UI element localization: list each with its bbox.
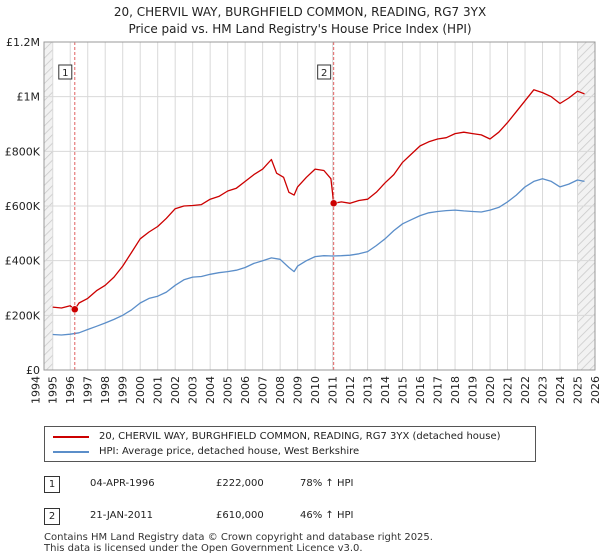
footer-line-1: Contains HM Land Registry data © Crown c… bbox=[44, 532, 433, 543]
x-tick-label: 2007 bbox=[257, 376, 270, 404]
sale-hpi-change: 78% ↑ HPI bbox=[300, 478, 354, 489]
sale-date: 04-APR-1996 bbox=[90, 478, 155, 489]
x-tick-label: 2005 bbox=[222, 376, 235, 404]
x-tick-label: 2011 bbox=[327, 376, 340, 404]
sale-price: £610,000 bbox=[216, 510, 264, 521]
legend-label-property: 20, CHERVIL WAY, BURGHFIELD COMMON, READ… bbox=[99, 431, 501, 442]
x-tick-label: 2004 bbox=[204, 376, 217, 404]
plot-border bbox=[43, 41, 596, 371]
hpi-line bbox=[52, 178, 585, 336]
x-tick-label: 2010 bbox=[309, 376, 322, 404]
x-tick-label: 2025 bbox=[572, 376, 585, 404]
x-tick-label: 2026 bbox=[589, 376, 600, 404]
x-tick-label: 2001 bbox=[152, 376, 165, 404]
series bbox=[52, 89, 585, 336]
title-line-2: Price paid vs. HM Land Registry's House … bbox=[128, 22, 472, 36]
x-tick-label: 1999 bbox=[117, 376, 130, 404]
legend-item-property: 20, CHERVIL WAY, BURGHFIELD COMMON, READ… bbox=[53, 430, 501, 444]
sale-point bbox=[71, 305, 79, 314]
chart-title: 20, CHERVIL WAY, BURGHFIELD COMMON, READ… bbox=[0, 4, 600, 38]
y-tick-label: £1M bbox=[17, 91, 41, 104]
x-tick-label: 2022 bbox=[519, 376, 532, 404]
x-tick-label: 1997 bbox=[82, 376, 95, 404]
title-line-1: 20, CHERVIL WAY, BURGHFIELD COMMON, READ… bbox=[113, 5, 487, 19]
sale-marker-box bbox=[317, 64, 332, 80]
x-tick-label: 2008 bbox=[274, 376, 287, 404]
y-tick-label: £0 bbox=[26, 364, 40, 377]
legend-line-hpi bbox=[53, 451, 89, 453]
sale-number: 1 bbox=[44, 476, 60, 493]
x-tick-label: 2000 bbox=[134, 376, 147, 404]
x-tick-label: 1996 bbox=[64, 376, 77, 404]
y-tick-label: £400K bbox=[5, 255, 41, 268]
x-tick-label: 2006 bbox=[239, 376, 252, 404]
x-tick-label: 1994 bbox=[29, 376, 42, 404]
sale-row: 1 04-APR-1996 £222,000 78% ↑ HPI bbox=[44, 474, 564, 496]
y-tick-label: £600K bbox=[5, 200, 41, 213]
x-tick-label: 2024 bbox=[554, 376, 567, 404]
legend-line-property bbox=[53, 436, 89, 438]
sale-number: 2 bbox=[44, 508, 60, 525]
x-tick-label: 2013 bbox=[362, 376, 375, 404]
x-tick-label: 2012 bbox=[344, 376, 357, 404]
x-tick-label: 2023 bbox=[537, 376, 550, 404]
x-tick-label: 2021 bbox=[502, 376, 515, 404]
legend: 20, CHERVIL WAY, BURGHFIELD COMMON, READ… bbox=[44, 426, 536, 462]
x-tick-label: 2002 bbox=[169, 376, 182, 404]
sale-point bbox=[329, 199, 338, 208]
sale-date: 21-JAN-2011 bbox=[90, 510, 154, 521]
x-tick-label: 2016 bbox=[414, 376, 427, 404]
legend-item-hpi: HPI: Average price, detached house, West… bbox=[53, 445, 359, 459]
x-tick-label: 2017 bbox=[432, 376, 445, 404]
x-tick-label: 2009 bbox=[292, 376, 305, 404]
sale-hpi-change: 46% ↑ HPI bbox=[300, 510, 354, 521]
sale-marker-label: 2 bbox=[321, 68, 327, 79]
x-tick-label: 2003 bbox=[187, 376, 200, 404]
x-tick-label: 2020 bbox=[484, 376, 497, 404]
property-price-line bbox=[52, 89, 585, 310]
x-tick-label: 2015 bbox=[397, 376, 410, 404]
footer-line-2: This data is licensed under the Open Gov… bbox=[44, 543, 363, 554]
sale-row: 2 21-JAN-2011 £610,000 46% ↑ HPI bbox=[44, 506, 564, 528]
y-tick-label: £200K bbox=[5, 309, 41, 322]
x-tick-label: 2018 bbox=[449, 376, 462, 404]
x-tick-label: 1995 bbox=[47, 376, 60, 404]
sale-price: £222,000 bbox=[216, 478, 264, 489]
footer: Contains HM Land Registry data © Crown c… bbox=[44, 532, 433, 554]
sale-marker-box bbox=[58, 64, 73, 80]
legend-label-hpi: HPI: Average price, detached house, West… bbox=[99, 446, 360, 457]
x-tick-label: 1998 bbox=[99, 376, 112, 404]
y-tick-label: £800K bbox=[5, 145, 41, 158]
x-tick-label: 2014 bbox=[379, 376, 392, 404]
axes: £0 £200K £400K £600K £800K £1M £1.2M 1994 1995 19… bbox=[5, 36, 600, 404]
y-tick-label: £1.2M bbox=[6, 36, 40, 49]
sale-marker-label: 1 bbox=[62, 68, 68, 79]
x-tick-label: 2019 bbox=[467, 376, 480, 404]
